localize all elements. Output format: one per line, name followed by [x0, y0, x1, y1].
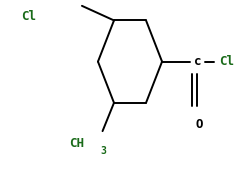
Text: O: O [195, 118, 203, 131]
Text: Cl: Cl [219, 55, 234, 68]
Text: CH: CH [69, 138, 84, 151]
Text: 3: 3 [100, 146, 106, 156]
Text: Cl: Cl [21, 10, 36, 23]
Text: c: c [194, 55, 202, 68]
